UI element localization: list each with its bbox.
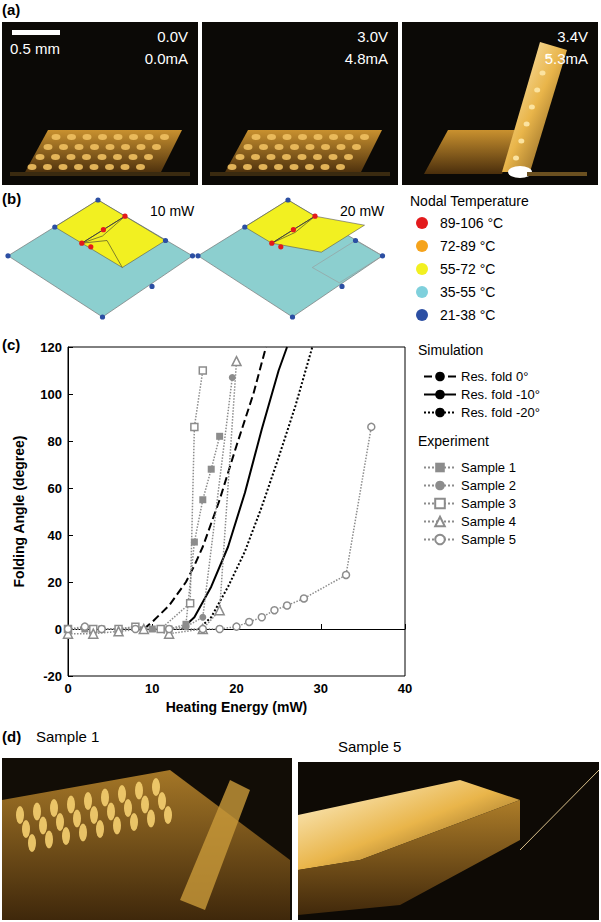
svg-text:0.0mA: 0.0mA — [145, 50, 188, 67]
svg-text:20: 20 — [48, 575, 62, 590]
svg-text:0: 0 — [55, 622, 62, 637]
svg-text:30: 30 — [314, 681, 328, 696]
svg-text:72-89 °C: 72-89 °C — [440, 238, 495, 254]
svg-text:0.5 mm: 0.5 mm — [10, 40, 60, 57]
svg-text:-20: -20 — [43, 669, 62, 684]
svg-text:120: 120 — [40, 340, 62, 355]
svg-text:(d): (d) — [2, 728, 21, 745]
svg-text:40: 40 — [48, 528, 62, 543]
svg-text:(c): (c) — [2, 336, 20, 353]
svg-text:Sample 3: Sample 3 — [461, 496, 516, 511]
svg-text:10: 10 — [145, 681, 159, 696]
svg-text:35-55 °C: 35-55 °C — [440, 284, 495, 300]
svg-text:89-106 °C: 89-106 °C — [440, 215, 503, 231]
svg-text:4.8mA: 4.8mA — [345, 50, 388, 67]
svg-text:(b): (b) — [2, 190, 21, 207]
svg-text:Nodal Temperature: Nodal Temperature — [410, 193, 529, 209]
svg-text:60: 60 — [48, 481, 62, 496]
svg-text:21-38 °C: 21-38 °C — [440, 307, 495, 323]
svg-text:0: 0 — [64, 681, 71, 696]
svg-text:55-72 °C: 55-72 °C — [440, 261, 495, 277]
svg-text:0.0V: 0.0V — [157, 28, 188, 45]
svg-text:Sample 4: Sample 4 — [461, 514, 516, 529]
svg-text:20 mW: 20 mW — [340, 203, 385, 219]
svg-text:Res. fold 0°: Res. fold 0° — [461, 369, 528, 384]
svg-text:Sample 1: Sample 1 — [36, 728, 99, 745]
svg-text:80: 80 — [48, 434, 62, 449]
svg-text:3.0V: 3.0V — [357, 28, 388, 45]
svg-text:3.4V: 3.4V — [557, 28, 588, 45]
svg-text:Simulation: Simulation — [418, 342, 483, 358]
svg-text:(a): (a) — [2, 1, 20, 18]
svg-text:Heating Energy (mW): Heating Energy (mW) — [166, 699, 308, 715]
svg-text:40: 40 — [398, 681, 412, 696]
svg-text:Folding Angle (degree): Folding Angle (degree) — [11, 436, 27, 588]
svg-text:10 mW: 10 mW — [150, 203, 195, 219]
svg-text:20: 20 — [229, 681, 243, 696]
svg-text:Res. fold -10°: Res. fold -10° — [461, 387, 540, 402]
svg-text:100: 100 — [40, 387, 62, 402]
svg-text:Res. fold -20°: Res. fold -20° — [461, 405, 540, 420]
svg-text:Experiment: Experiment — [418, 433, 489, 449]
svg-text:Sample 5: Sample 5 — [338, 738, 401, 755]
svg-text:Sample 5: Sample 5 — [461, 532, 516, 547]
svg-text:5.3mA: 5.3mA — [545, 50, 588, 67]
svg-text:Sample 2: Sample 2 — [461, 478, 516, 493]
svg-text:Sample 1: Sample 1 — [461, 460, 516, 475]
